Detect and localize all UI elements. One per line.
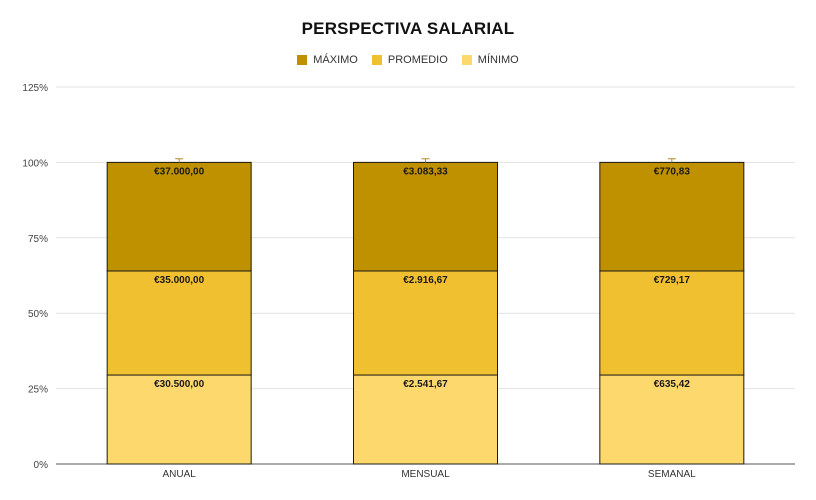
y-tick-label: 125%: [22, 83, 48, 94]
y-tick-label: 100%: [22, 158, 48, 169]
legend-swatch-minimo: [461, 55, 472, 65]
x-tick-label: SEMANAL: [648, 469, 696, 480]
y-tick-label: 25%: [28, 385, 48, 396]
legend-item-promedio[interactable]: PROMEDIO: [371, 54, 448, 66]
data-label: €35.000,00: [154, 275, 204, 286]
bar-segment[interactable]: [106, 270, 252, 376]
bar-segment[interactable]: [353, 270, 498, 376]
x-tick-label: ANUAL: [162, 469, 196, 480]
bar-segment[interactable]: [106, 161, 252, 272]
data-label: €30.500,00: [154, 379, 204, 390]
bar-segment[interactable]: [599, 270, 745, 376]
legend-swatch-maximo: [297, 55, 308, 65]
legend-label-minimo: MÍNIMO: [477, 54, 519, 66]
legend-swatch-promedio: [371, 55, 382, 65]
legend-label-maximo: MÁXIMO: [313, 54, 358, 66]
bar-segment[interactable]: [599, 161, 745, 272]
data-label: €635,42: [654, 379, 691, 390]
data-label: €2.916,67: [403, 275, 448, 286]
bar-segment[interactable]: [353, 374, 498, 465]
data-label: €37.000,00: [154, 166, 204, 177]
chart-legend: MÁXIMO PROMEDIO MÍNIMO: [0, 54, 816, 66]
data-label: €729,17: [654, 275, 691, 286]
data-label: €3.083,33: [403, 166, 448, 177]
y-tick-label: 0%: [34, 460, 49, 471]
chart-title: PERSPECTIVA SALARIAL: [301, 19, 515, 38]
data-label: €2.541,67: [403, 379, 448, 390]
legend-item-maximo[interactable]: MÁXIMO: [297, 54, 358, 66]
data-label: €770,83: [654, 166, 691, 177]
y-tick-label: 75%: [28, 234, 48, 245]
x-tick-label: MENSUAL: [401, 469, 450, 480]
legend-item-minimo[interactable]: MÍNIMO: [461, 54, 519, 66]
y-tick-label: 50%: [28, 309, 48, 320]
bar-segment[interactable]: [599, 374, 745, 465]
legend-label-promedio: PROMEDIO: [387, 54, 448, 66]
bar-segment[interactable]: [353, 161, 498, 272]
